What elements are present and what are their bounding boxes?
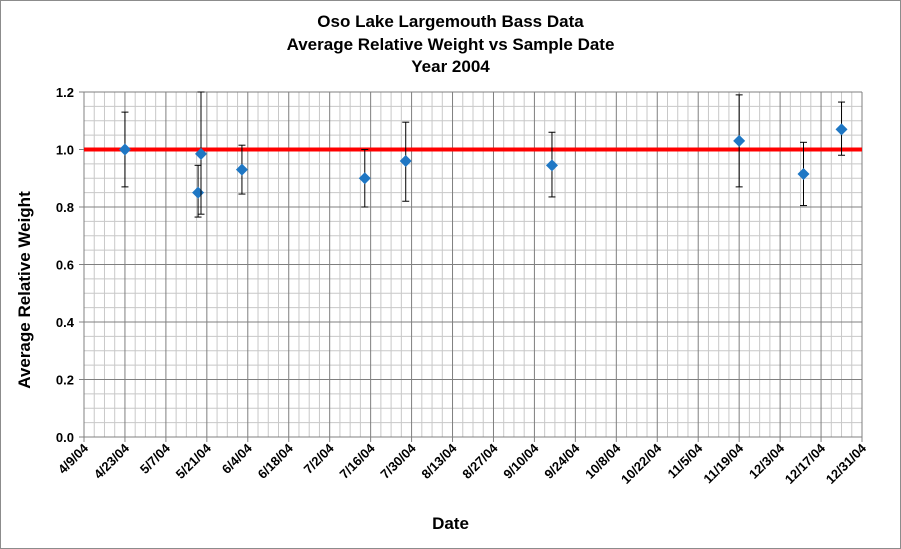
x-tick-label: 8/13/04 <box>418 440 460 482</box>
x-tick-label: 4/23/04 <box>91 440 133 482</box>
x-tick-label: 7/2/04 <box>301 440 338 477</box>
x-tick-label: 8/27/04 <box>459 440 501 482</box>
y-tick-label: 0.8 <box>56 200 74 215</box>
data-point-marker <box>358 172 371 185</box>
x-tick-label: 7/16/04 <box>336 440 378 482</box>
x-tick-label: 12/17/04 <box>782 440 829 487</box>
data-point-marker <box>235 163 248 176</box>
x-tick-label: 7/30/04 <box>377 440 419 482</box>
y-tick-label: 1.0 <box>56 143 74 158</box>
y-axis-title: Average Relative Weight <box>15 191 34 389</box>
y-tick-label: 0.2 <box>56 373 74 388</box>
y-tick-label: 0.6 <box>56 258 74 273</box>
x-tick-label: 6/18/04 <box>255 440 297 482</box>
x-tick-label: 9/10/04 <box>500 440 542 482</box>
chart-title-line-2: Average Relative Weight vs Sample Date <box>286 35 615 54</box>
x-tick-label: 10/22/04 <box>618 440 665 487</box>
x-tick-label: 5/21/04 <box>173 440 215 482</box>
data-point-marker <box>835 123 848 136</box>
x-tick-label: 11/5/04 <box>665 440 706 481</box>
data-point-marker <box>194 147 207 160</box>
x-tick-label: 6/4/04 <box>219 440 256 477</box>
data-point-marker <box>733 134 746 147</box>
y-tick-label: 1.2 <box>56 85 74 100</box>
x-tick-label: 11/19/04 <box>700 440 746 486</box>
data-point-marker <box>118 143 131 156</box>
data-point-marker <box>545 159 558 172</box>
data-point-marker <box>797 167 810 180</box>
y-tick-label: 0.4 <box>56 315 75 330</box>
chart-title-line-3: Year 2004 <box>411 57 490 76</box>
y-tick-label: 0.0 <box>56 430 74 445</box>
x-tick-label: 4/9/04 <box>55 440 92 477</box>
x-tick-label: 5/7/04 <box>137 440 174 477</box>
chart-title-line-1: Oso Lake Largemouth Bass Data <box>317 12 584 31</box>
x-axis-title: Date <box>432 514 469 533</box>
x-tick-label: 9/24/04 <box>541 440 583 482</box>
data-point-marker <box>399 155 412 167</box>
x-tick-label: 12/31/04 <box>823 440 870 487</box>
